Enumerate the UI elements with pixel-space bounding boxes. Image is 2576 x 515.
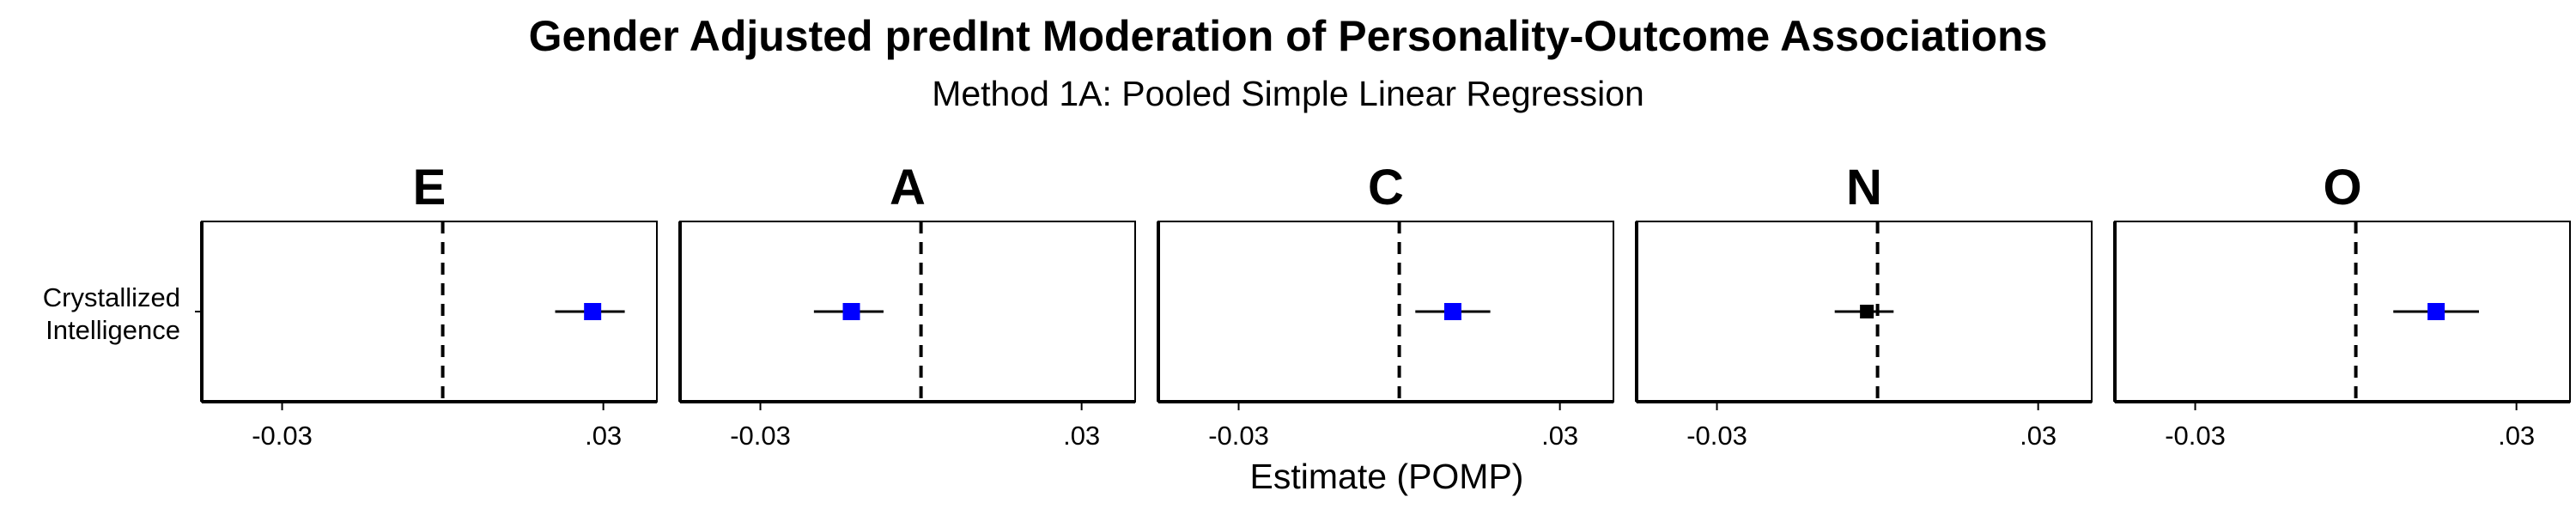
y-category-label-line: Intelligence <box>46 315 180 345</box>
estimate-point-A <box>842 303 860 320</box>
estimate-point-N <box>1860 305 1874 318</box>
facet-label-C: C <box>1368 160 1404 215</box>
x-tick-label: .03 <box>1541 421 1578 451</box>
estimate-point-C <box>1443 303 1461 320</box>
estimate-point-O <box>2427 303 2445 320</box>
x-tick-label: .03 <box>2498 421 2535 451</box>
x-tick-label: .03 <box>585 421 622 451</box>
chart-title: Gender Adjusted predInt Moderation of Pe… <box>528 12 2048 60</box>
x-tick-label: -0.03 <box>252 421 313 451</box>
facet-panel-A <box>679 221 1136 403</box>
x-tick-label: .03 <box>1063 421 1100 451</box>
facet-label-A: A <box>890 160 926 215</box>
x-tick-label: -0.03 <box>1208 421 1269 451</box>
estimate-point-E <box>584 303 602 320</box>
facet-panel-C <box>1157 221 1614 403</box>
facet-label-N: N <box>1846 160 1882 215</box>
x-axis-label: Estimate (POMP) <box>1249 457 1524 496</box>
x-tick-label: -0.03 <box>2165 421 2226 451</box>
chart-subtitle: Method 1A: Pooled Simple Linear Regressi… <box>932 74 1644 113</box>
facet-panel-O <box>2114 221 2571 403</box>
facet-label-O: O <box>2323 160 2361 215</box>
x-tick-label: .03 <box>2020 421 2057 451</box>
x-tick-label: -0.03 <box>1686 421 1747 451</box>
y-category-label-line: Crystallized <box>42 282 180 312</box>
x-tick-label: -0.03 <box>730 421 791 451</box>
y-category-label: Crystallized Intelligence <box>0 282 180 347</box>
facet-label-E: E <box>413 160 447 215</box>
